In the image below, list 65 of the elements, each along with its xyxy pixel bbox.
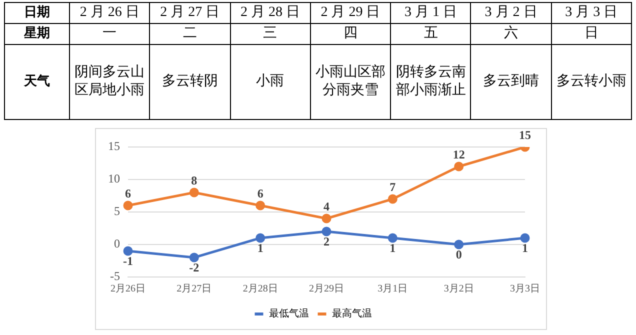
- data-label: 4: [324, 200, 330, 214]
- data-label: 1: [522, 241, 528, 256]
- text: 三: [263, 26, 278, 41]
- x-tick-label: 3月3日: [510, 284, 540, 295]
- text: 二: [182, 26, 197, 41]
- point: [454, 162, 464, 172]
- x-tick-label: 3 月 2 日: [470, 2, 552, 24]
- x-tick-label: 2月26日: [110, 284, 146, 295]
- data-label: 6: [125, 186, 131, 201]
- text: 多云转小雨: [556, 74, 626, 89]
- x-tick-label: 2月27日: [176, 284, 212, 295]
- data-label: 15: [519, 128, 531, 142]
- data-label: -2: [189, 260, 200, 275]
- data-label: 12: [452, 148, 465, 162]
- point: [454, 240, 464, 250]
- x-tick-label: 3 月 1 日: [390, 2, 471, 24]
- y-tick-label: 0: [114, 236, 120, 251]
- point: [256, 233, 266, 243]
- x-tick-label: 3月2日: [444, 284, 474, 295]
- data-label: 2: [324, 234, 330, 249]
- x-tick-label: 2 月 26 日: [70, 2, 150, 24]
- x-tick-label: 2 月 29 日: [310, 2, 391, 24]
- point: [388, 233, 398, 243]
- point: [388, 194, 398, 204]
- x-tick-label: 2 月 28 日: [230, 2, 310, 24]
- text: 小雨山区部分雨夹雪: [315, 65, 386, 98]
- data-label: 1: [257, 241, 264, 256]
- y-tick-label: 15: [108, 139, 120, 154]
- x-tick-label: 3 月 3 日: [551, 2, 632, 24]
- text: 一: [102, 26, 117, 41]
- legend-label: 最高气温: [332, 308, 372, 320]
- data-label: 0: [456, 248, 462, 262]
- text: 六: [504, 26, 518, 41]
- text: 四: [343, 26, 358, 41]
- y-tick-label: 天气: [4, 44, 70, 120]
- text: 阴间多云山区局地小雨: [74, 65, 145, 98]
- text: 小雨: [256, 74, 284, 89]
- text: 阴转多云南部小雨渐止: [396, 65, 466, 98]
- data-label: -1: [123, 254, 133, 268]
- data-label: 7: [390, 180, 396, 194]
- y-tick-label: 10: [108, 172, 120, 186]
- legend-label: 最低气温: [269, 308, 309, 320]
- text: 日: [584, 26, 598, 41]
- data-label: 6: [257, 186, 264, 201]
- x-tick-label: 3月1日: [378, 284, 408, 295]
- text: 多云转阴: [162, 74, 218, 89]
- y-tick-label: -5: [110, 269, 120, 284]
- point: [520, 233, 530, 243]
- text: 五: [424, 26, 438, 41]
- x-tick-label: 2月28日: [242, 284, 278, 295]
- point: [322, 226, 332, 236]
- x-tick-label: 2 月 27 日: [150, 2, 230, 24]
- data-label: 8: [191, 174, 198, 188]
- text: 多云到晴: [483, 74, 540, 89]
- point: [123, 246, 133, 256]
- point: [189, 252, 199, 262]
- y-tick-label: 5: [114, 204, 120, 218]
- point: [123, 200, 133, 210]
- point: [189, 188, 199, 198]
- x-axis-title: 日期: [4, 2, 70, 24]
- point: [256, 200, 266, 210]
- data-label: 1: [390, 241, 396, 256]
- point: [322, 214, 332, 224]
- x-tick-label: 2月29日: [309, 284, 344, 295]
- y-tick-label: 星期: [4, 24, 70, 44]
